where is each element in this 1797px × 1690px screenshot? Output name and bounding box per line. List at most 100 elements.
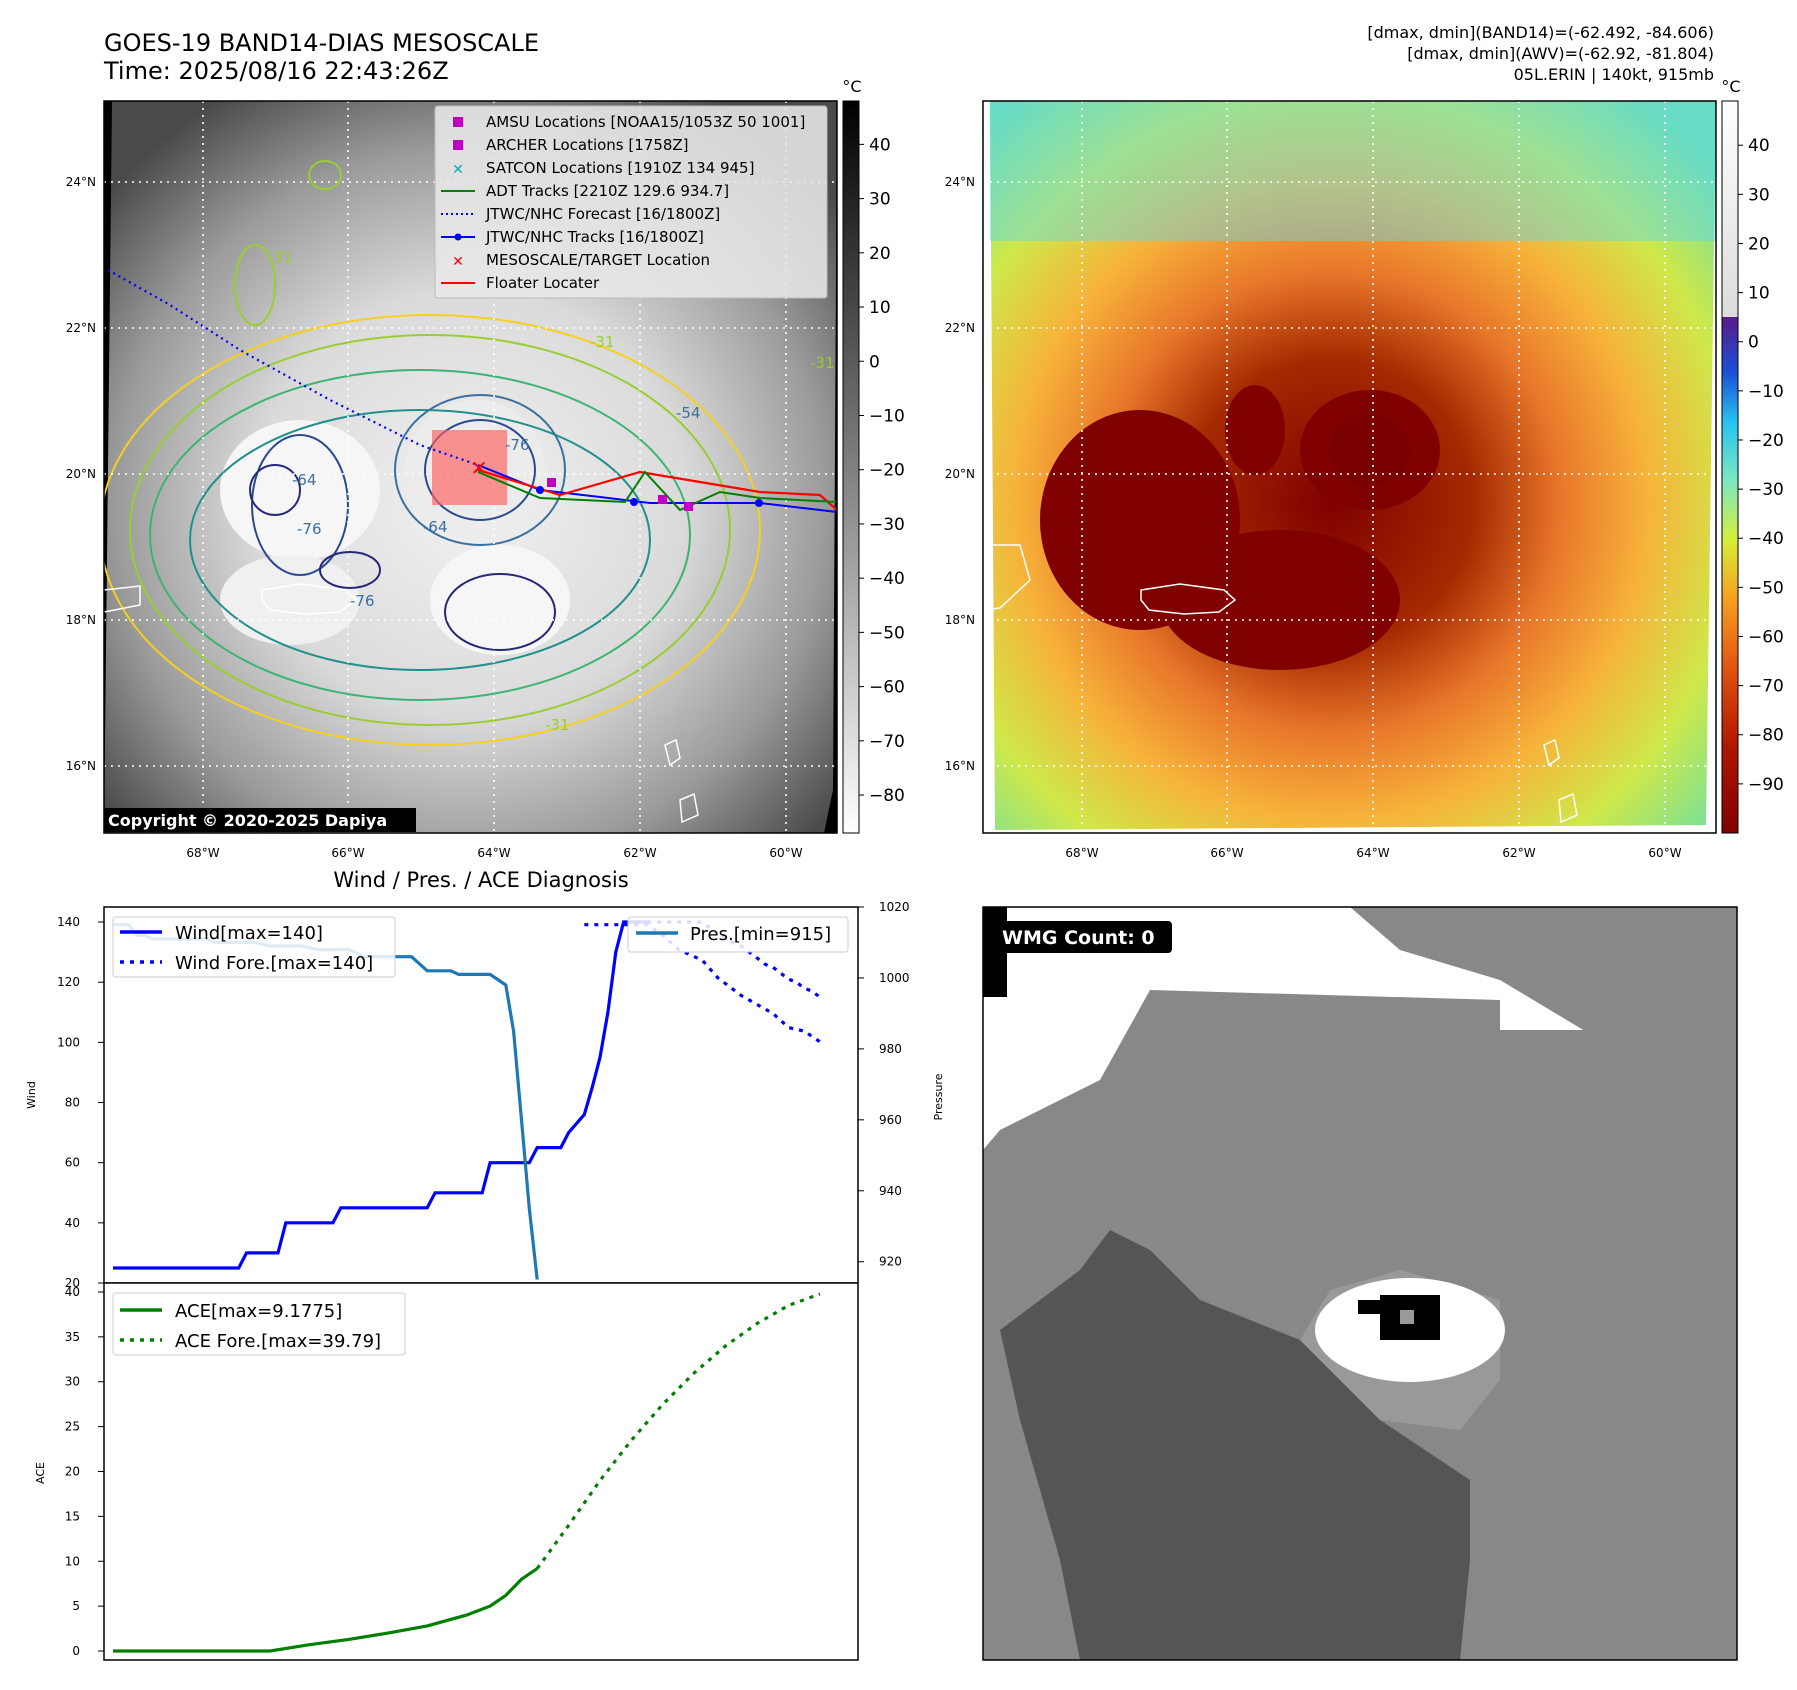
y-tick-label: 980 xyxy=(879,1042,902,1056)
colorbar-tick-label: −10 xyxy=(869,406,905,426)
colorbar-tick-label: −20 xyxy=(869,461,905,481)
legend-label: ACE[max=9.1775] xyxy=(175,1301,342,1322)
contour-label: -31 xyxy=(810,354,835,372)
wmg-count-badge xyxy=(992,921,1172,953)
info-line-3: 05L.ERIN | 140kt, 915mb xyxy=(1514,65,1714,84)
colorbar-tick-label: 20 xyxy=(869,244,891,264)
colorbar-tick-label: 10 xyxy=(869,298,891,318)
colorbar-tick-label: 30 xyxy=(869,190,891,210)
legend-entry: ✕ MESOSCALE/TARGET Location xyxy=(452,251,710,270)
legend-entry: Floater Locater xyxy=(441,274,600,292)
lon-label: 60°W xyxy=(769,846,802,860)
lat-label: 18°N xyxy=(945,613,975,627)
lat-label: 20°N xyxy=(945,467,975,481)
legend-entry: JTWC/NHC Forecast [16/1800Z] xyxy=(441,205,720,223)
gray-colorbar: °C 40 30 20 10 0 −10 −20 −30 −40 −50 −60 −70 −80 xyxy=(842,77,905,834)
forecast-track xyxy=(107,269,479,467)
contour-label: -54 xyxy=(676,404,701,422)
legend-label: SATCON Locations [1910Z 134 945] xyxy=(486,159,754,177)
legend-label: Wind[max=140] xyxy=(175,923,323,944)
legend-entry: ADT Tracks [2210Z 129.6 934.7] xyxy=(441,182,729,200)
colorbar-tick-label: −70 xyxy=(869,732,905,752)
ir-gray-map: ✕ -31 -31 -31 -31 -54 -64 -64 -76 -76 -7… xyxy=(66,100,838,860)
legend-label: AMSU Locations [NOAA15/1053Z 50 1001] xyxy=(486,113,805,131)
y-tick-label: 120 xyxy=(57,975,80,989)
legend-label: Floater Locater xyxy=(486,274,600,292)
info-line-1: [dmax, dmin](BAND14)=(-62.492, -84.606) xyxy=(1367,23,1714,42)
svg-text:✕: ✕ xyxy=(471,456,488,480)
colorbar-tick-label: 20 xyxy=(1748,234,1770,254)
y-tick-label: 940 xyxy=(879,1184,902,1198)
lat-label: 20°N xyxy=(66,467,96,481)
contour-label: -31 xyxy=(545,716,570,734)
ace-legend: ACE[max=9.1775] ACE Fore.[max=39.79] xyxy=(112,1292,406,1356)
legend-entry: JTWC/NHC Tracks [16/1800Z] xyxy=(441,228,704,246)
colorbar-tick-label: 10 xyxy=(1748,284,1770,304)
y-tick-label: 5 xyxy=(72,1599,80,1613)
figure-time: Time: 2025/08/16 22:43:26Z xyxy=(103,57,449,85)
colorbar-tick-label: −30 xyxy=(1748,480,1784,500)
floater-track xyxy=(477,468,837,511)
map-legend: AMSU Locations [NOAA15/1053Z 50 1001] ARC… xyxy=(434,105,828,299)
wind-axis-label: Wind xyxy=(25,1081,38,1109)
contour-label: -76 xyxy=(350,592,375,610)
legend-marker xyxy=(453,140,463,150)
legend-marker: ✕ xyxy=(452,254,464,270)
contour-label: -31 xyxy=(590,333,615,351)
legend-label: ARCHER Locations [1758Z] xyxy=(486,136,689,154)
lat-label: 18°N xyxy=(66,613,96,627)
copyright: Copyright © 2020-2025 Dapiya xyxy=(108,811,387,830)
legend-entry: ARCHER Locations [1758Z] xyxy=(453,136,689,154)
y-tick-label: 1020 xyxy=(879,900,910,914)
wind-pressure-chart: Wind / Pres. / ACE Diagnosis 20 40 60 80 100… xyxy=(25,868,945,1290)
lon-label: 62°W xyxy=(1502,846,1535,860)
lat-label: 24°N xyxy=(945,175,975,189)
contours xyxy=(104,160,761,746)
y-tick-label: 10 xyxy=(65,1554,80,1568)
chart-title: Wind / Pres. / ACE Diagnosis xyxy=(333,868,628,892)
lon-label: 64°W xyxy=(1356,846,1389,860)
lat-label: 16°N xyxy=(945,759,975,773)
lon-label: 64°W xyxy=(477,846,510,860)
pressure-legend: Pres.[min=915] xyxy=(627,916,849,953)
legend-entry: AMSU Locations [NOAA15/1053Z 50 1001] xyxy=(453,113,805,131)
series-line xyxy=(113,1567,539,1653)
colorbar-tick-label: −40 xyxy=(869,569,905,589)
colorbar-tick-label: −60 xyxy=(1748,627,1784,647)
y-tick-label: 15 xyxy=(65,1509,80,1523)
color-colorbar: °C 40 30 20 10 0 −10 −20 −30 −40 −50 −60 −70 −80 −90 xyxy=(1721,77,1784,834)
legend-label: Pres.[min=915] xyxy=(690,924,831,945)
legend-label: JTWC/NHC Tracks [16/1800Z] xyxy=(485,228,704,246)
lon-label: 66°W xyxy=(331,846,364,860)
colorbar-tick-label: −50 xyxy=(869,623,905,643)
lon-label: 66°W xyxy=(1210,846,1243,860)
colorbar-tick-label: −40 xyxy=(1748,529,1784,549)
lon-label: 68°W xyxy=(1065,846,1098,860)
legend-label: MESOSCALE/TARGET Location xyxy=(486,251,710,269)
adt-track xyxy=(477,470,837,512)
legend-label: ACE Fore.[max=39.79] xyxy=(175,1331,381,1352)
figure-title: GOES-19 BAND14-DIAS MESOSCALE xyxy=(104,29,539,57)
y-tick-label: 140 xyxy=(57,915,80,929)
lat-label: 24°N xyxy=(66,175,96,189)
colorbar-tick-label: 30 xyxy=(1748,185,1770,205)
y-tick-label: 40 xyxy=(65,1216,80,1230)
lon-label: 68°W xyxy=(186,846,219,860)
colorbar-tick-label: −20 xyxy=(1748,431,1784,451)
lon-label: 60°W xyxy=(1648,846,1681,860)
lat-label: 16°N xyxy=(66,759,96,773)
colorbar-tick-label: −10 xyxy=(1748,382,1784,402)
contour-label: -64 xyxy=(292,471,317,489)
colorbar-tick-label: −60 xyxy=(869,678,905,698)
colorbar-tick-label: 40 xyxy=(869,135,891,155)
y-tick-label: 20 xyxy=(65,1465,80,1479)
y-tick-label: 20 xyxy=(65,1276,80,1290)
y-tick-label: 30 xyxy=(65,1375,80,1389)
target-box xyxy=(432,430,507,505)
wmg-panel: WMG Count: 0 xyxy=(982,906,1738,1661)
colorbar-tick-label: 0 xyxy=(869,352,880,372)
colorbar-tick-label: −90 xyxy=(1748,775,1784,795)
y-tick-label: 80 xyxy=(65,1096,80,1110)
colorbar-tick-label: −80 xyxy=(1748,726,1784,746)
